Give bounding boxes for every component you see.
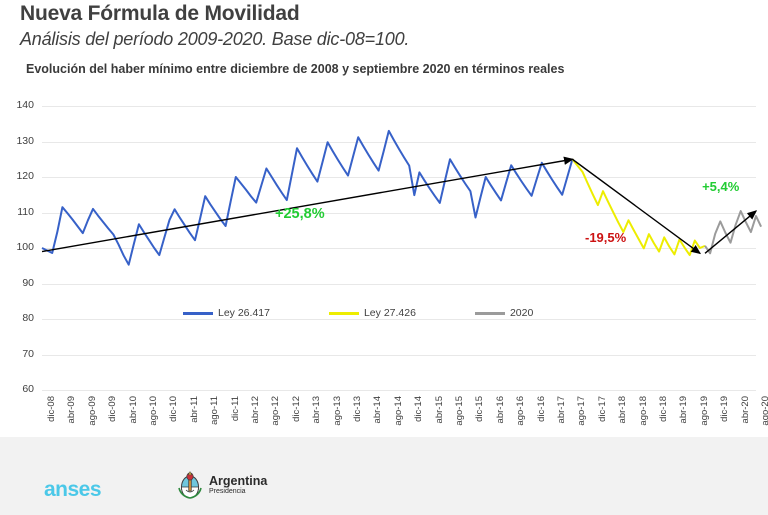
x-axis-tick-label: abr-11 bbox=[188, 396, 200, 423]
y-axis-tick-label: 60 bbox=[22, 383, 34, 395]
x-axis-tick-label: ago-15 bbox=[454, 396, 465, 426]
series-line-ley-26-417 bbox=[41, 129, 574, 266]
x-axis-tick-label: ago-16 bbox=[515, 396, 527, 426]
x-axis-tick-label: ago-19 bbox=[698, 396, 710, 426]
gridline bbox=[42, 106, 756, 107]
legend-item-2020[interactable]: 2020 bbox=[474, 307, 534, 319]
x-axis-tick-label: ago-18 bbox=[637, 396, 649, 426]
argentina-coat-of-arms-icon bbox=[178, 470, 202, 499]
argentina-logo: Argentina Presidencia bbox=[177, 470, 267, 500]
x-axis-tick-label: dic-11 bbox=[229, 396, 241, 422]
presidencia-label: Presidencia bbox=[209, 487, 246, 495]
chart-plot-area: 140 130 120 110 100 90 80 70 60 dic-08 abr-09 ago-… bbox=[16, 99, 768, 426]
x-axis-tick-label: dic-17 bbox=[596, 396, 608, 422]
x-axis-tick-label: ago-10 bbox=[148, 396, 159, 426]
trend-arrow-2 bbox=[571, 158, 702, 255]
argentina-logo-text: Argentina Presidencia bbox=[209, 473, 268, 495]
x-axis-tick-label: ago-17 bbox=[576, 396, 588, 426]
x-axis-tick-label: abr-17 bbox=[556, 396, 567, 424]
x-axis-tick-label: abr-12 bbox=[250, 396, 261, 424]
gridline bbox=[42, 319, 756, 320]
x-axis-tick-label: ago-14 bbox=[392, 396, 404, 426]
y-axis-tick-label: 90 bbox=[22, 276, 34, 289]
gridline bbox=[42, 141, 756, 143]
y-axis-tick-label: 70 bbox=[22, 347, 34, 360]
legend-item-ley-27426[interactable]: Ley 27.426 bbox=[328, 307, 416, 319]
x-axis-tick-label: abr-09 bbox=[66, 396, 78, 424]
x-axis-tick-label: dic-14 bbox=[413, 396, 425, 422]
gridline bbox=[42, 177, 756, 178]
x-axis-tick-label: abr-18 bbox=[617, 396, 629, 424]
trend-arrow-1 bbox=[41, 156, 574, 253]
x-axis-tick-label: dic-13 bbox=[352, 396, 363, 422]
x-axis-tick-label: dic-12 bbox=[290, 396, 302, 422]
x-axis-tick-label: abr-14 bbox=[372, 396, 384, 424]
x-axis-tick-label: dic-10 bbox=[168, 396, 180, 422]
y-axis-tick-label: 80 bbox=[22, 312, 34, 324]
annotation-growth-1: +25,8% bbox=[275, 206, 325, 222]
x-axis-tick-label: dic-09 bbox=[107, 396, 119, 422]
x-axis-tick-label: ago-12 bbox=[270, 396, 282, 426]
annotation-growth-2: +5,4% bbox=[702, 179, 740, 195]
annotation-decline: -19,5% bbox=[585, 230, 627, 245]
x-axis-tick-label: abr-19 bbox=[678, 396, 690, 424]
chart-title: Evolución del haber mínimo entre diciemb… bbox=[26, 62, 565, 76]
footer-divider bbox=[0, 436, 768, 437]
footer-bar bbox=[0, 437, 768, 515]
x-axis-tick-label: ago-09 bbox=[86, 396, 98, 426]
x-axis-tick-label: abr-15 bbox=[433, 396, 445, 424]
chart-series-layer bbox=[41, 129, 763, 266]
anses-logo: anses bbox=[44, 478, 102, 501]
trend-arrow-3 bbox=[704, 210, 758, 254]
x-axis-tick-label: abr-13 bbox=[311, 396, 323, 424]
gridline bbox=[42, 390, 756, 391]
x-axis-tick-label: ago-13 bbox=[331, 396, 343, 426]
legend-swatch-yellow bbox=[328, 311, 359, 315]
x-axis-tick-label: dic-16 bbox=[535, 396, 547, 422]
gridline bbox=[42, 248, 756, 249]
legend-swatch-gray bbox=[474, 311, 505, 315]
y-axis-tick-label: 130 bbox=[16, 134, 34, 147]
chart-legend: Ley 26.417 Ley 27.426 2020 bbox=[183, 307, 533, 319]
x-axis-tick-label: ago-11 bbox=[209, 396, 221, 425]
x-axis-tick-label: abr-20 bbox=[739, 396, 751, 424]
x-axis-tick-label: dic-18 bbox=[658, 396, 669, 422]
legend-label-ley-27426: Ley 27.426 bbox=[363, 307, 416, 319]
x-axis-tick-label: abr-16 bbox=[494, 396, 506, 424]
series-line-ley-27-426 bbox=[571, 158, 706, 257]
gridline bbox=[42, 354, 756, 356]
gridline bbox=[42, 212, 756, 214]
legend-label-2020: 2020 bbox=[509, 307, 534, 319]
x-axis-tick-label: abr-10 bbox=[127, 396, 139, 424]
series-line-2020 bbox=[704, 210, 763, 255]
page-title: Nueva Fórmula de Movilidad bbox=[20, 2, 300, 25]
y-axis-tick-label: 100 bbox=[16, 241, 34, 253]
x-axis-tick-label: dic-19 bbox=[719, 396, 731, 422]
x-axis-tick-label: dic-08 bbox=[46, 396, 57, 422]
page-subtitle: Análisis del período 2009-2020. Base dic… bbox=[20, 29, 410, 49]
y-axis-tick-label: 110 bbox=[17, 205, 34, 218]
y-axis-tick-label: 120 bbox=[16, 170, 34, 182]
legend-item-ley-26417[interactable]: Ley 26.417 bbox=[183, 307, 270, 319]
gridline bbox=[42, 283, 756, 285]
legend-swatch-blue bbox=[183, 311, 213, 315]
x-axis-tick-label: dic-15 bbox=[474, 396, 486, 422]
x-axis-tick-label: ago-20 bbox=[760, 396, 768, 426]
legend-label-ley-26417: Ley 26.417 bbox=[218, 307, 270, 319]
y-axis-tick-label: 140 bbox=[16, 99, 34, 111]
argentina-label: Argentina bbox=[209, 473, 268, 488]
